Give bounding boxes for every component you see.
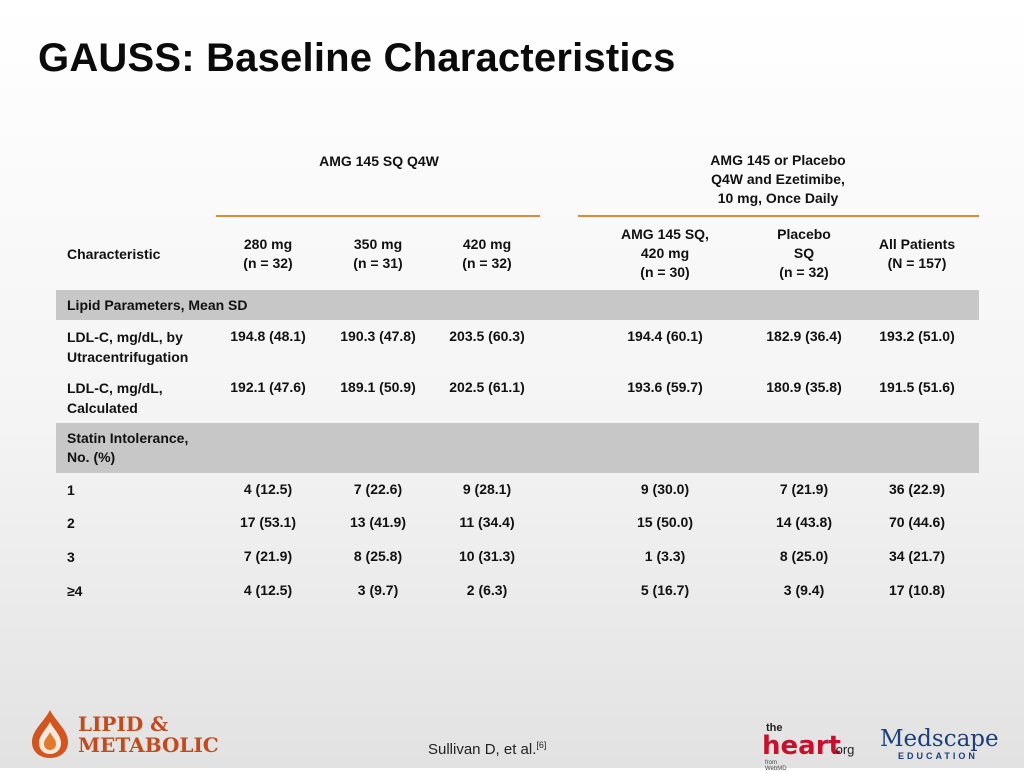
table-cell: 70 (44.6) xyxy=(888,514,946,530)
lipid-row2-label-line2: Calculated xyxy=(67,400,138,416)
col5-line-2: SQ xyxy=(793,245,815,261)
flame-drop-icon xyxy=(32,710,68,758)
col2-line-1: 350 mg xyxy=(353,236,403,252)
section-statin-intolerance: Statin Intolerance, No. (%) xyxy=(56,423,979,473)
table-cell: 34 (21.7) xyxy=(888,548,946,564)
table-cell: 36 (22.9) xyxy=(888,481,946,497)
column-header-amg145-420mg: AMG 145 SQ, 420 mg (n = 30) xyxy=(605,225,725,282)
column-header-280mg: 280 mg (n = 32) xyxy=(208,235,328,273)
col6-line-2: (N = 157) xyxy=(887,255,947,271)
table-cell: 17 (10.8) xyxy=(888,582,946,598)
theheart-the: the xyxy=(766,722,783,734)
col5-line-1: Placebo xyxy=(777,226,831,242)
table-cell: 17 (53.1) xyxy=(239,514,297,530)
table-cell: 180.9 (35.8) xyxy=(766,379,842,395)
table-cell: 13 (41.9) xyxy=(349,514,407,530)
col4-line-3: (n = 30) xyxy=(640,264,690,280)
table-cell: 4 (12.5) xyxy=(243,481,293,497)
table-cell: 9 (30.0) xyxy=(640,481,690,497)
table-cell: 2 (6.3) xyxy=(466,582,508,598)
table-cell: 190.3 (47.8) xyxy=(340,328,416,344)
group-header-amg145: AMG 145 SQ Q4W xyxy=(218,152,540,171)
table-cell: 194.4 (60.1) xyxy=(627,328,703,344)
table-cell: 191.5 (51.6) xyxy=(879,379,955,395)
col3-line-2: (n = 32) xyxy=(462,255,512,271)
lipid-logo-line2: METABOLIC xyxy=(78,733,219,757)
table-cell: 8 (25.0) xyxy=(779,548,829,564)
col6-line-1: All Patients xyxy=(878,236,956,252)
citation: Sullivan D, et al.[6] xyxy=(428,740,546,758)
group-header-amg145-text: AMG 145 SQ Q4W xyxy=(319,153,439,169)
characteristic-header: Characteristic xyxy=(67,246,161,262)
table-cell: 1 (3.3) xyxy=(644,548,686,564)
table-cell: 203.5 (60.3) xyxy=(449,328,525,344)
table-cell: 15 (50.0) xyxy=(636,514,694,530)
group-header-ezetimibe: AMG 145 or Placebo Q4W and Ezetimibe, 10… xyxy=(660,151,896,208)
section-lipid-parameters: Lipid Parameters, Mean SD xyxy=(56,290,979,320)
citation-text: Sullivan D, et al. xyxy=(428,741,537,758)
column-header-420mg: 420 mg (n = 32) xyxy=(427,235,547,273)
row-label-statin-1: 1 xyxy=(67,482,75,498)
table-cell: 5 (16.7) xyxy=(640,582,690,598)
table-cell: 9 (28.1) xyxy=(462,481,512,497)
row-label-statin-3: 3 xyxy=(67,549,75,565)
table-cell: 3 (9.7) xyxy=(357,582,399,598)
table-cell: 11 (34.4) xyxy=(459,514,515,530)
lipid-row1-label-line1: LDL-C, mg/dL, by xyxy=(67,329,183,345)
table-cell: 192.1 (47.6) xyxy=(230,379,306,395)
citation-ref: [6] xyxy=(536,740,547,750)
col5-line-3: (n = 32) xyxy=(779,264,829,280)
table-cell: 3 (9.4) xyxy=(783,582,825,598)
group1-rule xyxy=(216,215,540,217)
table-cell: 189.1 (50.9) xyxy=(340,379,416,395)
theheart-from: from WebMD xyxy=(765,760,787,772)
table-cell: 194.8 (48.1) xyxy=(230,328,306,344)
section-statin-line1: Statin Intolerance, xyxy=(67,430,189,446)
table-cell: 10 (31.3) xyxy=(458,548,516,564)
lipid-logo-text: LIPID & METABOLIC xyxy=(78,714,219,756)
table-cell: 8 (25.8) xyxy=(353,548,403,564)
section-statin-line2: No. (%) xyxy=(67,449,116,465)
table-cell: 7 (21.9) xyxy=(779,481,829,497)
group2-line-2: Q4W and Ezetimibe, xyxy=(711,171,845,187)
section-statin-label: Statin Intolerance, No. (%) xyxy=(67,429,188,467)
col2-line-2: (n = 31) xyxy=(353,255,403,271)
col4-line-2: 420 mg xyxy=(640,245,690,261)
table-cell: 193.2 (51.0) xyxy=(879,328,955,344)
lipid-row1-label-line2: Utracentrifugation xyxy=(67,349,189,365)
group2-rule xyxy=(578,215,979,217)
lipid-metabolic-logo: LIPID & METABOLIC xyxy=(26,708,219,765)
theheart-heart: heart xyxy=(762,731,841,761)
col3-line-1: 420 mg xyxy=(462,236,512,252)
section-lipid-label: Lipid Parameters, Mean SD xyxy=(67,297,248,313)
table-cell: 14 (43.8) xyxy=(775,514,833,530)
col1-line-2: (n = 32) xyxy=(243,255,293,271)
column-header-placebo: Placebo SQ (n = 32) xyxy=(744,225,864,282)
table-cell: 4 (12.5) xyxy=(243,582,293,598)
row-label-ldl-calculated: LDL-C, mg/dL, Calculated xyxy=(67,378,163,418)
row-label-statin-4plus: ≥4 xyxy=(67,583,83,599)
column-header-350mg: 350 mg (n = 31) xyxy=(318,235,438,273)
table-cell: 7 (22.6) xyxy=(353,481,403,497)
group2-line-3: 10 mg, Once Daily xyxy=(717,190,839,206)
table-cell: 182.9 (36.4) xyxy=(766,328,842,344)
col4-line-1: AMG 145 SQ, xyxy=(621,226,709,242)
medscape-education-logo: Medscape EDUCATION xyxy=(880,726,999,762)
column-header-all-patients: All Patients (N = 157) xyxy=(857,235,977,273)
group2-line-1: AMG 145 or Placebo xyxy=(710,152,846,168)
lipid-row2-label-line1: LDL-C, mg/dL, xyxy=(67,380,163,396)
medscape-sub: EDUCATION xyxy=(898,751,978,761)
table-cell: 202.5 (61.1) xyxy=(449,379,525,395)
table-cell: 193.6 (59.7) xyxy=(627,379,703,395)
medscape-name: Medscape xyxy=(880,726,999,752)
theheart-org: .org xyxy=(832,742,855,757)
table-cell: 7 (21.9) xyxy=(243,548,293,564)
row-label-statin-2: 2 xyxy=(67,515,75,531)
slide-title: GAUSS: Baseline Characteristics xyxy=(38,36,676,80)
col1-line-1: 280 mg xyxy=(243,236,293,252)
lipid-logo-line1: LIPID & xyxy=(78,712,169,736)
row-label-ldl-ultracentrifugation: LDL-C, mg/dL, by Utracentrifugation xyxy=(67,327,188,367)
